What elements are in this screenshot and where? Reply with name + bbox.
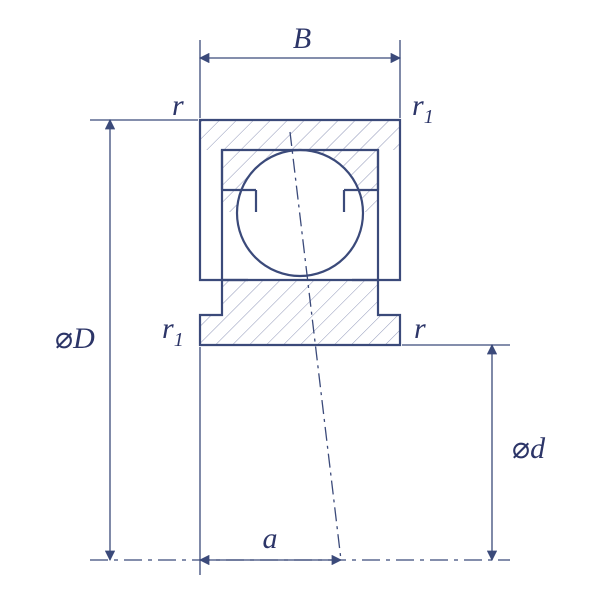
- label-r1-tr-base: r: [412, 89, 424, 122]
- label-d-phi: ⌀: [512, 432, 530, 465]
- label-D-phi: ⌀: [55, 322, 73, 355]
- label-r1-tr: r1: [412, 89, 434, 128]
- dimension-d: [402, 345, 510, 560]
- label-d-group: ⌀d: [512, 432, 546, 465]
- label-r1-bl: r1: [162, 312, 184, 351]
- label-r1-bl-base: r: [162, 312, 174, 345]
- label-B: B: [293, 22, 311, 55]
- label-r-tl: r: [172, 89, 184, 122]
- label-D: D: [72, 322, 95, 355]
- label-D-group: ⌀D: [55, 322, 95, 355]
- label-r1-bl-sub: 1: [174, 329, 184, 351]
- label-r1-tr-sub: 1: [424, 106, 434, 128]
- bearing-diagram: B ⌀D ⌀d a r r1 r1 r: [0, 0, 600, 600]
- label-d: d: [530, 432, 546, 465]
- label-r-br: r: [414, 312, 426, 345]
- label-a: a: [263, 522, 278, 555]
